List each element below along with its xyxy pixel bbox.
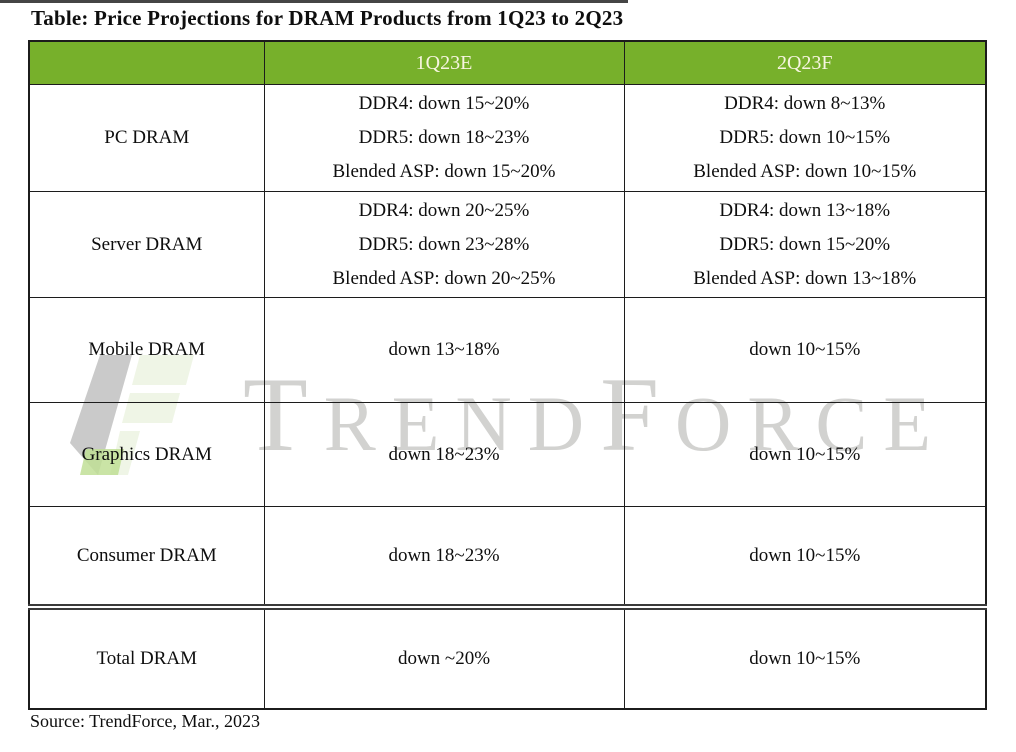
cell-line: DDR4: down 13~18% [719, 199, 891, 221]
row-label-mobile-dram: Mobile DRAM [28, 297, 265, 403]
cell-line: DDR5: down 18~23% [358, 127, 530, 148]
cell-line: Blended ASP: down 13~18% [693, 267, 917, 289]
table-row-graphics-dram: Graphics DRAM down 18~23% down 10~15% [28, 402, 987, 507]
cell-consumer-1q23e: down 18~23% [263, 506, 625, 608]
cell-graphics-2q23f: down 10~15% [623, 402, 987, 507]
cell-pc-2q23f: DDR4: down 8~13% DDR5: down 10~15% Blend… [623, 84, 987, 192]
cell-line: Blended ASP: down 10~15% [693, 161, 917, 182]
table-row-server-dram: Server DRAM DDR4: down 20~25% DDR5: down… [28, 191, 987, 298]
cell-total-2q23f: down 10~15% [623, 604, 987, 710]
table-row-mobile-dram: Mobile DRAM down 13~18% down 10~15% [28, 297, 987, 403]
cell-pc-1q23e: DDR4: down 15~20% DDR5: down 18~23% Blen… [263, 84, 625, 192]
table-row-total-dram: Total DRAM down ~20% down 10~15% [28, 604, 987, 710]
cell-graphics-1q23e: down 18~23% [263, 402, 625, 507]
cell-server-2q23f: DDR4: down 13~18% DDR5: down 15~20% Blen… [623, 191, 987, 298]
cell-line: DDR5: down 23~28% [358, 233, 530, 255]
header-product-cell [28, 40, 265, 85]
dram-price-table: 1Q23E 2Q23F PC DRAM DDR4: down 15~20% DD… [28, 40, 987, 710]
cell-line: Blended ASP: down 20~25% [332, 267, 556, 289]
cell-consumer-2q23f: down 10~15% [623, 506, 987, 608]
table-row-consumer-dram: Consumer DRAM down 18~23% down 10~15% [28, 506, 987, 608]
header-2q23f: 2Q23F [623, 40, 987, 85]
table-row-pc-dram: PC DRAM DDR4: down 15~20% DDR5: down 18~… [28, 84, 987, 192]
cell-mobile-1q23e: down 13~18% [263, 297, 625, 403]
cell-line: DDR5: down 15~20% [719, 233, 891, 255]
cell-total-1q23e: down ~20% [263, 604, 625, 710]
cell-line: DDR5: down 10~15% [719, 127, 891, 148]
row-label-consumer-dram: Consumer DRAM [28, 506, 265, 608]
cell-line: DDR4: down 15~20% [358, 93, 530, 114]
row-label-total-dram: Total DRAM [28, 604, 265, 710]
row-label-graphics-dram: Graphics DRAM [28, 402, 265, 507]
cell-mobile-2q23f: down 10~15% [623, 297, 987, 403]
page-title: Table: Price Projections for DRAM Produc… [31, 6, 624, 30]
cell-line: DDR4: down 20~25% [358, 199, 530, 221]
row-label-pc-dram: PC DRAM [28, 84, 265, 192]
cell-line: DDR4: down 8~13% [724, 93, 886, 114]
header-1q23e: 1Q23E [263, 40, 625, 85]
header-row: 1Q23E 2Q23F [28, 40, 987, 85]
source-note: Source: TrendForce, Mar., 2023 [30, 711, 260, 731]
cell-server-1q23e: DDR4: down 20~25% DDR5: down 23~28% Blen… [263, 191, 625, 298]
cell-line: Blended ASP: down 15~20% [332, 161, 556, 182]
row-label-server-dram: Server DRAM [28, 191, 265, 298]
top-crop-line [0, 0, 628, 3]
